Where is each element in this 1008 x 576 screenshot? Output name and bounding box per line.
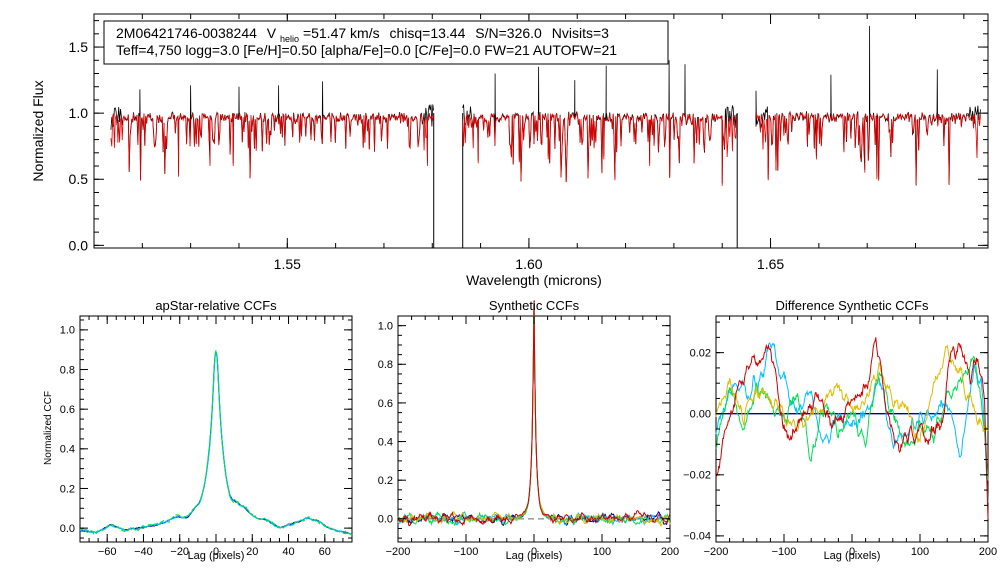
y-tick-label: 0.8 [60, 364, 75, 376]
ccf-apstar-line [80, 351, 353, 536]
x-tick-label: 60 [319, 546, 331, 558]
y-tick-label: 0.0 [378, 514, 393, 526]
ccf-difference-line [715, 337, 989, 519]
x-tick-label: −100 [454, 546, 479, 558]
ccf-apstar-panel: −60 −40 −20 0 20 40 60 0.0 0.2 0.4 0.6 0.8 1.0 apSta… [43, 298, 353, 562]
header-line-1: 2M06421746-0038244 V helio =51.47 km/s c… [116, 25, 609, 45]
spectrum-observed-line [110, 81, 434, 181]
ccf-apstar-frame [79, 315, 353, 543]
spectrum-ylabel: Normalized Flux [30, 80, 46, 181]
x-tick-label: 1.55 [274, 256, 301, 272]
header-box [103, 20, 669, 65]
y-tick-label: 0.00 [690, 409, 711, 421]
ccf-difference-axes: −200 −100 0 100 200 −0.04 −0.02 0.00 0.02 [683, 316, 997, 558]
x-tick-label: 0 [213, 546, 219, 558]
spectrum-model-line [110, 112, 434, 181]
star-id: 2M06421746-0038244 [116, 25, 257, 41]
ccf-synthetic-panel: −200 −100 0 100 200 0.0 0.2 0.4 0.6 0.8 1.0 Synthe… [378, 298, 679, 562]
x-tick-label: −200 [704, 546, 729, 558]
y-tick-label: 1.0 [378, 321, 393, 333]
x-tick-label: 1.65 [757, 256, 784, 272]
spectrum-panel: 1.55 1.60 1.65 0.0 0.5 1.0 1.5 2M06421746-0038… [30, 13, 989, 288]
ccf-apstar-axes: −60 −40 −20 0 20 40 60 0.0 0.2 0.4 0.6 0.8 1.0 [60, 316, 353, 558]
y-tick-label: 0.6 [60, 404, 75, 416]
x-tick-label: −60 [98, 546, 117, 558]
y-tick-label: −0.02 [683, 470, 711, 482]
ccf-synthetic-xlabel: Lag (pixels) [506, 550, 563, 562]
ccf-difference-line [715, 344, 989, 444]
x-tick-label: 200 [661, 546, 679, 558]
y-tick-label: 0.0 [60, 523, 75, 535]
ccf-apstar-title: apStar-relative CCFs [155, 298, 277, 313]
y-tick-label: 0.5 [69, 171, 89, 187]
ccf-synthetic-line [397, 301, 671, 527]
y-tick-label: 0.02 [690, 347, 711, 359]
ccf-difference-series [715, 337, 989, 519]
y-tick-label: 1.5 [69, 39, 89, 55]
ccf-synthetic-series [397, 301, 671, 527]
x-tick-label: 20 [246, 546, 258, 558]
ccf-apstar-xlabel: Lag (pixels) [188, 550, 245, 562]
y-tick-label: 0.2 [60, 483, 75, 495]
y-tick-label: −0.04 [683, 531, 711, 543]
ccf-apstar-line [79, 350, 353, 536]
x-tick-label: 0 [849, 546, 855, 558]
x-tick-label: 100 [593, 546, 611, 558]
y-tick-label: 0.8 [378, 359, 393, 371]
spectrum-frame [93, 13, 989, 249]
x-tick-label: 200 [979, 546, 997, 558]
x-tick-label: 1.60 [515, 256, 542, 272]
spectrum-axes: 1.55 1.60 1.65 0.0 0.5 1.0 1.5 [69, 14, 988, 272]
ccf-synthetic-axes: −200 −100 0 100 200 0.0 0.2 0.4 0.6 0.8 1.0 [378, 315, 679, 558]
header-line-2: Teff=4,750 logg=3.0 [Fe/H]=0.50 [alpha/F… [116, 42, 617, 58]
snr-value: S/N=326.0 [475, 25, 542, 41]
ccf-difference-frame [715, 315, 989, 543]
v-subscript: helio [280, 34, 299, 44]
spectrum-model-line [755, 111, 981, 185]
chisq-value: chisq=13.44 [389, 25, 465, 41]
spectrum-xlabel: Wavelength (microns) [466, 272, 602, 288]
v-value: =51.47 km/s [303, 25, 380, 41]
x-tick-label: 100 [911, 546, 929, 558]
y-tick-label: 0.6 [378, 398, 393, 410]
spectrum-observed-line [755, 25, 981, 186]
ccf-apstar-ylabel: Normalized CCF [43, 391, 54, 465]
x-tick-label: −100 [772, 546, 797, 558]
x-tick-label: 40 [282, 546, 294, 558]
ccf-difference-title: Difference Synthetic CCFs [776, 298, 929, 313]
y-tick-label: 0.4 [60, 444, 75, 456]
spectrum-series [110, 25, 981, 248]
y-tick-label: 1.0 [69, 105, 89, 121]
ccf-difference-xlabel: Lag (pixels) [824, 550, 881, 562]
x-tick-label: −20 [170, 546, 189, 558]
y-tick-label: 0.4 [378, 436, 393, 448]
v-prefix: V [267, 25, 277, 41]
ccf-synthetic-title: Synthetic CCFs [489, 298, 580, 313]
ccf-apstar-line [79, 351, 352, 535]
ccf-apstar-series [79, 350, 353, 536]
ccf-difference-line [715, 342, 989, 503]
spectrum-model-line [462, 111, 738, 186]
x-tick-label: −200 [386, 546, 411, 558]
nvisits-value: Nvisits=3 [552, 25, 609, 41]
y-tick-label: 0.0 [69, 237, 89, 253]
y-tick-label: 0.2 [378, 475, 393, 487]
x-tick-label: 0 [531, 546, 537, 558]
ccf-difference-panel: −200 −100 0 100 200 −0.04 −0.02 0.00 0.02 Differ… [683, 298, 997, 562]
y-tick-label: 1.0 [60, 325, 75, 337]
x-tick-label: −40 [134, 546, 153, 558]
